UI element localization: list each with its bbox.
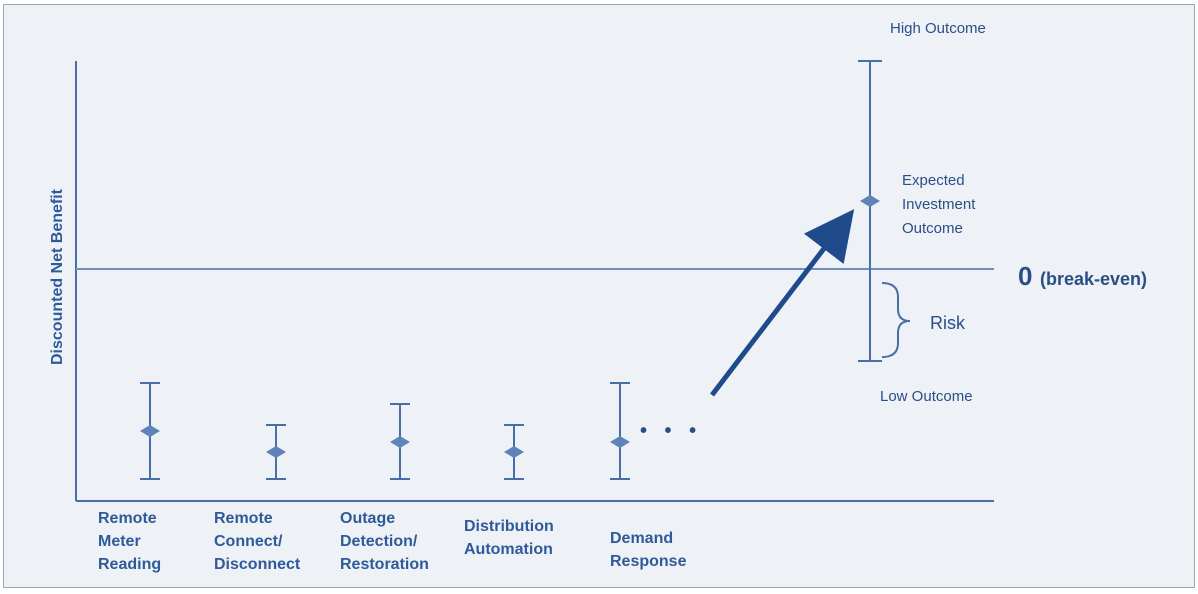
- diagram-frame: 0 (break-even) Discounted Net Benefit • …: [3, 4, 1195, 588]
- category-bar-distribution-automation: [504, 424, 524, 480]
- expected-marker: [610, 436, 630, 448]
- breakeven-zero: 0: [1018, 261, 1032, 291]
- y-axis-label: Discounted Net Benefit: [49, 188, 66, 365]
- breakeven-label: (break-even): [1040, 269, 1147, 289]
- expected-marker: [266, 446, 286, 458]
- risk-label: Risk: [930, 313, 966, 333]
- category-bar-remote-meter-reading: [140, 382, 160, 480]
- risk-brace: [881, 282, 911, 358]
- category-bar-outage-detection-restoration: [390, 403, 410, 480]
- expected-marker: [504, 446, 524, 458]
- category-label-demand-response: Demand Response: [610, 530, 687, 570]
- category-label-remote-meter-reading: Remote Meter Reading: [98, 510, 161, 573]
- category-bar-demand-response: [610, 382, 630, 480]
- category-bar-remote-connect-disconnect: [266, 424, 286, 480]
- expected-marker: [140, 425, 160, 437]
- expected-outcome-label: Expected Investment Outcome: [902, 172, 980, 237]
- expected-investment-marker: [860, 195, 880, 207]
- category-label-distribution-automation: Distribution Automation: [464, 518, 558, 558]
- expected-marker: [390, 436, 410, 448]
- investment-outcome-bar: [858, 60, 882, 362]
- ellipsis: • • •: [640, 420, 702, 442]
- investment-arrow: [710, 209, 855, 397]
- high-outcome-label: High Outcome: [890, 20, 986, 37]
- category-label-outage-detection-restoration: Outage Detection/ Restoration: [340, 510, 429, 573]
- investment-diagram: 0 (break-even) Discounted Net Benefit • …: [49, 20, 1147, 573]
- low-outcome-label: Low Outcome: [880, 388, 973, 405]
- category-label-remote-connect-disconnect: Remote Connect/ Disconnect: [214, 510, 301, 573]
